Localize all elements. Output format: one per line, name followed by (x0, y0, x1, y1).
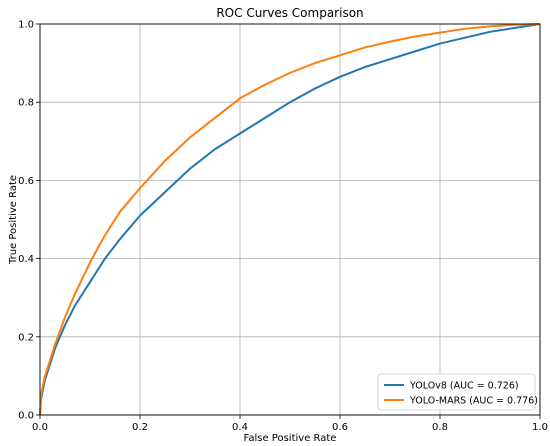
y-axis-ticks: 0.0 0.2 0.4 0.6 0.8 1.0 (18, 20, 40, 422)
legend-box (377, 373, 536, 411)
x-tick-label: 0.0 (32, 422, 48, 433)
y-tick-label: 0.2 (18, 332, 34, 343)
x-tick-label: 1.0 (532, 422, 548, 433)
plot-frame (39, 23, 541, 416)
x-tick-label: 0.4 (232, 422, 248, 433)
y-tick-label: 1.0 (18, 20, 34, 31)
y-tick-label: 0.0 (18, 411, 34, 422)
x-axis-ticks: 0.0 0.2 0.4 0.6 0.8 1.0 (32, 415, 548, 433)
series-lines (39, 23, 541, 416)
series-line-yolov8 (39, 23, 541, 416)
series-line-yolo-mars (39, 23, 541, 416)
y-tick-label: 0.4 (18, 254, 34, 265)
legend: YOLOv8 (AUC = 0.726) YOLO-MARS (AUC = 0.7… (377, 373, 538, 411)
chart-title: ROC Curves Comparison (216, 6, 363, 20)
y-axis-label: True Positive Rate (8, 175, 19, 265)
x-axis-label: False Positive Rate (244, 433, 337, 444)
x-tick-label: 0.8 (432, 422, 448, 433)
legend-label: YOLOv8 (AUC = 0.726) (409, 381, 519, 392)
legend-label: YOLO-MARS (AUC = 0.776) (409, 396, 538, 407)
x-tick-label: 0.2 (132, 422, 148, 433)
y-tick-label: 0.6 (18, 176, 34, 187)
x-tick-label: 0.6 (332, 422, 348, 433)
y-tick-label: 0.8 (18, 98, 34, 109)
